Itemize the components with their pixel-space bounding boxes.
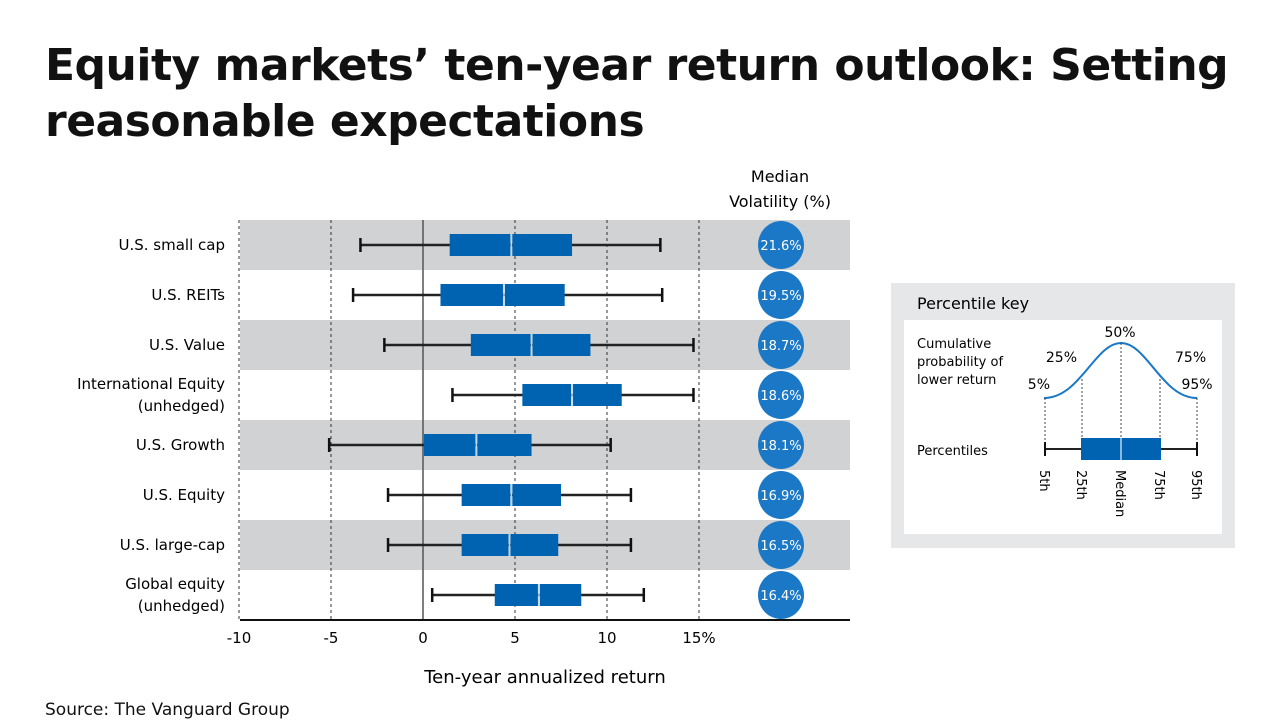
percentiles-label: Percentiles <box>917 444 988 459</box>
box-row: U.S. Value 18.7% <box>149 321 804 369</box>
curve-label: 50% <box>1104 325 1135 341</box>
box-row: International Equity (unhedged) 18.6% <box>77 371 804 419</box>
chart-title: Equity markets’ ten-year return outlook:… <box>45 40 1229 147</box>
x-tick-label: 15% <box>682 629 715 647</box>
category-label: U.S. Value <box>149 336 225 354</box>
box-upper <box>477 434 532 456</box>
curve-label: 75% <box>1175 350 1206 366</box>
box-lower <box>449 234 511 256</box>
key-title: Percentile key <box>917 294 1029 313</box>
volatility-value: 19.5% <box>760 289 801 304</box>
curve-label: 95% <box>1181 377 1212 393</box>
volatility-circle <box>758 571 804 619</box>
volatility-circle <box>758 221 804 269</box>
category-label: U.S. small cap <box>119 236 226 254</box>
x-tick-label: -5 <box>324 629 339 647</box>
box-lower <box>461 534 509 556</box>
x-tick-label: 0 <box>418 629 428 647</box>
box-row: U.S. small cap 21.6% <box>119 221 804 269</box>
box-lower <box>470 334 531 356</box>
category-label: U.S. large-cap <box>120 536 225 554</box>
curve-label: 5% <box>1028 377 1050 393</box>
x-axis-label: Ten-year annualized return <box>423 667 665 688</box>
box-lower <box>522 384 572 406</box>
cumulative-label: probability of <box>917 355 1003 370</box>
volatility-circle <box>758 271 804 319</box>
volatility-value: 18.7% <box>760 339 801 354</box>
box-row: U.S. Growth 18.1% <box>136 421 804 469</box>
box-upper <box>512 484 561 506</box>
volatility-value: 21.6% <box>760 239 801 254</box>
box-lower <box>423 434 476 456</box>
category-label: (unhedged) <box>138 597 225 615</box>
volatility-header: Median <box>751 167 809 186</box>
x-tick-label: 10 <box>597 629 616 647</box>
key-panel <box>904 320 1222 534</box>
volatility-circle <box>758 521 804 569</box>
category-label: U.S. Growth <box>136 436 225 454</box>
key-axis-label: Median <box>1112 470 1127 517</box>
box-upper <box>504 284 565 306</box>
key-axis-label: 95th <box>1188 470 1203 500</box>
category-label: (unhedged) <box>138 397 225 415</box>
volatility-value: 16.5% <box>760 539 801 554</box>
curve-label: 25% <box>1046 350 1077 366</box>
box-upper <box>532 334 591 356</box>
category-label: U.S. REITs <box>151 286 225 304</box>
box-lower <box>494 584 538 606</box>
box-upper <box>510 534 559 556</box>
volatility-circle <box>758 371 804 419</box>
volatility-circle <box>758 421 804 469</box>
volatility-value: 18.6% <box>760 389 801 404</box>
box-lower <box>440 284 503 306</box>
key-axis-label: 75th <box>1151 470 1166 500</box>
volatility-header: Volatility (%) <box>729 192 831 211</box>
box-row: U.S. REITs 19.5% <box>151 271 804 319</box>
cumulative-label: lower return <box>917 373 996 388</box>
x-tick-label: -10 <box>227 629 252 647</box>
box-lower <box>461 484 511 506</box>
key-axis-label: 5th <box>1036 470 1051 492</box>
volatility-value: 18.1% <box>760 439 801 454</box>
box-upper <box>573 384 622 406</box>
box-row: U.S. large-cap 16.5% <box>120 521 804 569</box>
volatility-circle <box>758 471 804 519</box>
box-upper <box>539 584 582 606</box>
x-tick-label: 5 <box>510 629 520 647</box>
volatility-value: 16.4% <box>760 589 801 604</box>
cumulative-label: Cumulative <box>917 337 991 352</box>
percentile-key: Percentile key Cumulative probability of lo… <box>891 283 1235 548</box>
source-note: Source: The Vanguard Group <box>45 700 290 720</box>
box-row: U.S. Equity 16.9% <box>143 471 804 519</box>
box-upper <box>512 234 573 256</box>
category-label: U.S. Equity <box>143 486 225 504</box>
volatility-circle <box>758 321 804 369</box>
key-axis-label: 25th <box>1073 470 1088 500</box>
category-label: International Equity <box>77 375 225 393</box>
box-row: Global equity (unhedged) 16.4% <box>125 571 804 619</box>
category-label: Global equity <box>125 575 225 593</box>
volatility-value: 16.9% <box>760 489 801 504</box>
